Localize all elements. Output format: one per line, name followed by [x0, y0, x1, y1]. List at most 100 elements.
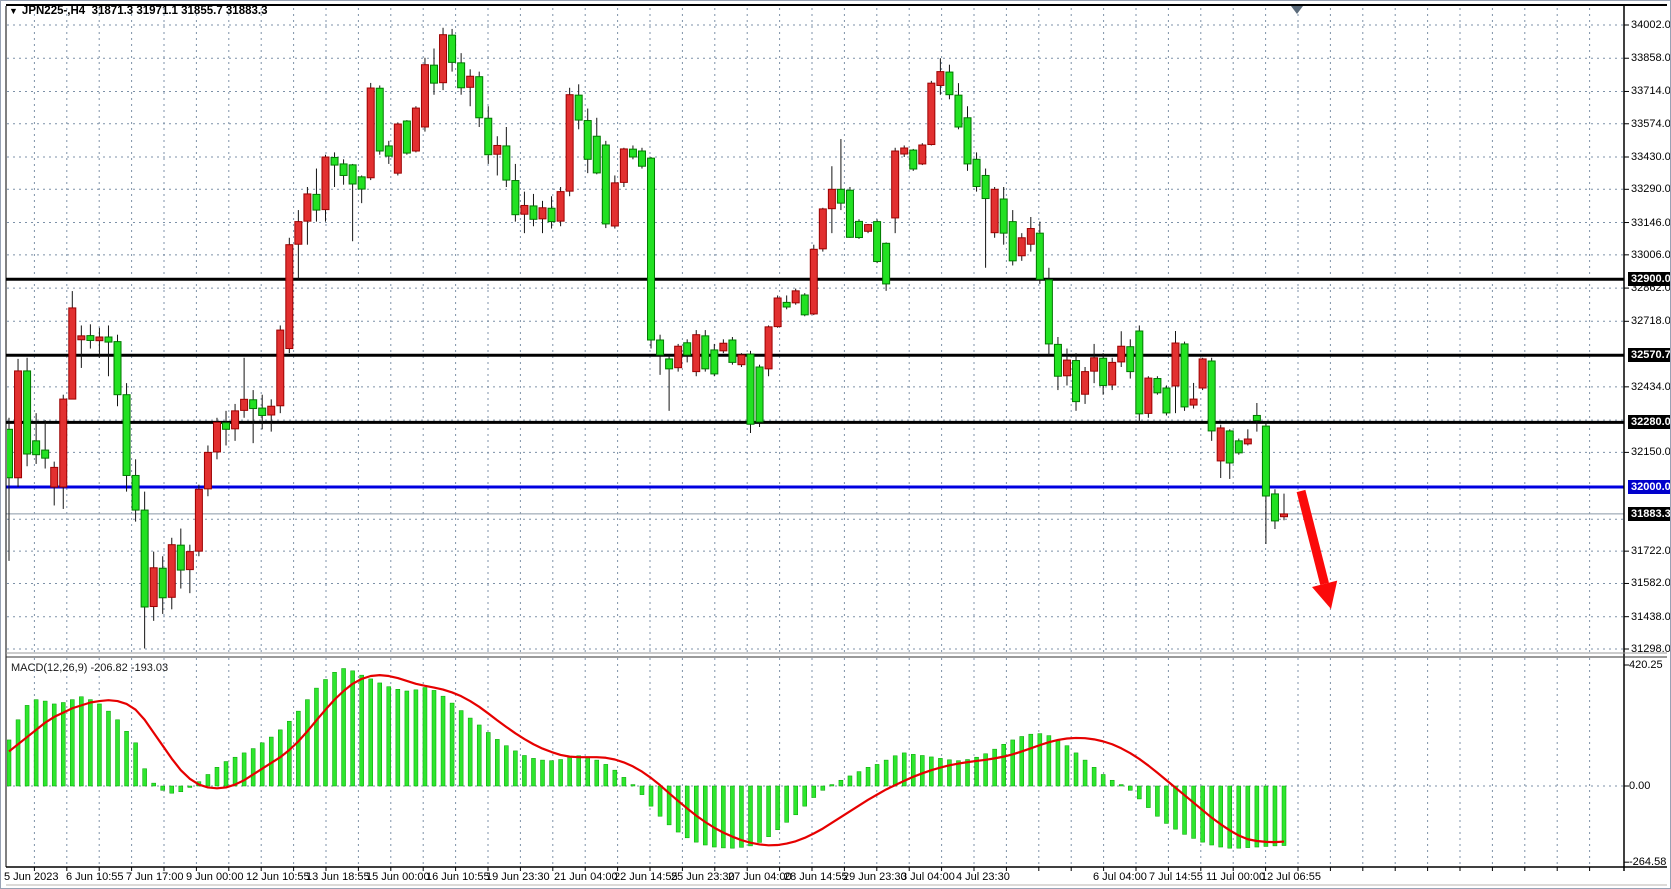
- chart-shift-marker-icon[interactable]: [1291, 6, 1303, 14]
- time-axis-label: 22 Jun 14:55: [614, 871, 678, 883]
- macd-histogram-bar: [160, 785, 165, 791]
- macd-histogram-bar: [1254, 785, 1260, 848]
- time-axis-label: 6 Jul 04:00: [1093, 871, 1147, 883]
- candle-body-bear: [1072, 360, 1081, 403]
- candle-body-bear: [104, 336, 113, 343]
- macd-histogram-bar: [920, 755, 925, 787]
- candle-body-bull: [1108, 361, 1117, 386]
- candle-body-bear: [1270, 493, 1279, 522]
- candle-body-bear: [176, 544, 185, 571]
- candle-body-bull: [918, 144, 927, 165]
- macd-histogram-bar: [603, 764, 609, 787]
- down-trend-arrow-head[interactable]: [1311, 580, 1338, 609]
- candle-body-bear: [836, 188, 845, 204]
- time-axis-label: 27 Jun 04:00: [728, 871, 792, 883]
- candle-body-bull: [520, 204, 529, 215]
- candle-body-bull: [95, 336, 104, 342]
- macd-histogram-bar: [386, 686, 392, 787]
- candle-body-bull: [619, 148, 628, 183]
- candle-body-bear: [448, 34, 457, 63]
- macd-histogram-bar: [730, 785, 735, 849]
- macd-histogram-bar: [1137, 785, 1142, 800]
- candle-body-bull: [565, 94, 574, 192]
- macd-histogram-bar: [214, 767, 220, 787]
- time-axis-label: 12 Jul 06:55: [1261, 871, 1321, 883]
- candle-body-bear: [384, 145, 393, 157]
- time-axis-label: 29 Jun 23:30: [843, 871, 907, 883]
- down-trend-arrow-shaft[interactable]: [1296, 489, 1329, 585]
- candle-body-bear: [1008, 221, 1017, 262]
- chart-header: ▼ JPN225-,H4 31871.3 31971.1 31855.7 3188…: [9, 5, 267, 17]
- candle-body-bear: [502, 145, 511, 181]
- candle-body-bull: [14, 370, 23, 479]
- candle-body-bear: [963, 117, 972, 165]
- macd-histogram-bar: [97, 703, 102, 787]
- candle-body-bull: [1171, 342, 1180, 387]
- candle-body-bull: [1062, 359, 1071, 377]
- candle-body-bear: [484, 117, 493, 156]
- macd-histogram-bar: [1281, 785, 1287, 846]
- candle-body-bear: [402, 120, 411, 154]
- candle-body-bear: [972, 158, 981, 188]
- macd-histogram-bar: [133, 742, 138, 787]
- macd-histogram-bar: [486, 732, 491, 787]
- candle-body-bear: [258, 407, 267, 416]
- macd-histogram-bar: [314, 687, 319, 787]
- time-axis-label: 3 Jul 04:00: [901, 871, 955, 883]
- candle-body-bull: [231, 410, 240, 430]
- price-axis-label: 33574.0: [1631, 117, 1671, 130]
- macd-histogram-bar: [856, 771, 862, 787]
- candle-body-bear: [628, 148, 637, 158]
- price-axis-label: 33290.0: [1631, 183, 1671, 196]
- macd-histogram-bar: [648, 785, 654, 807]
- candles-group: [7, 27, 1288, 649]
- symbol-dropdown-icon[interactable]: ▼: [9, 6, 18, 16]
- macd-histogram-bar: [124, 731, 129, 787]
- line-price-badge: 32570.7: [1628, 348, 1670, 363]
- candle-body-bear: [683, 342, 692, 356]
- time-axis-label: 25 Jun 23:30: [671, 871, 735, 883]
- price-axis-label: 33430.0: [1631, 151, 1671, 163]
- macd-histogram-bar: [766, 785, 771, 837]
- candle-body-bear: [339, 163, 348, 176]
- candle-body-bear: [782, 301, 791, 308]
- candle-body-bull: [719, 342, 728, 352]
- candle-body-bull: [294, 221, 303, 245]
- macd-histogram-bar: [784, 785, 789, 823]
- macd-histogram-bar: [838, 779, 844, 787]
- candle-body-bull: [773, 297, 782, 328]
- candle-body-bull: [538, 207, 547, 220]
- macd-histogram-bar: [467, 717, 473, 787]
- macd-histogram-bar: [1028, 733, 1034, 787]
- macd-histogram-bar: [675, 785, 681, 833]
- macd-histogram-bar: [865, 767, 871, 787]
- macd-histogram-bar: [522, 755, 527, 787]
- macd-histogram-bar: [205, 774, 211, 787]
- macd-histogram-bar: [1146, 785, 1151, 808]
- macd-histogram-bar: [1200, 785, 1205, 843]
- symbol-timeframe-label: JPN225-,H4: [21, 5, 86, 17]
- macd-histogram-bar: [178, 785, 184, 793]
- candle-body-bull: [420, 64, 429, 128]
- macd-signal-line: [8, 674, 1285, 847]
- candle-body-bull: [50, 466, 59, 488]
- line-price-badge: 32000.0: [1628, 480, 1670, 494]
- macd-histogram-bar: [296, 710, 301, 787]
- macd-histogram-bar: [558, 759, 563, 787]
- candle-body-bear: [113, 341, 122, 396]
- candle-body-bear: [312, 193, 321, 211]
- candle-body-bull: [818, 208, 827, 250]
- candle-body-bear: [999, 198, 1008, 234]
- candle-body-bull: [493, 144, 502, 155]
- macd-histogram-bar: [911, 754, 916, 787]
- candle-body-bear: [1035, 232, 1044, 280]
- macd-histogram-bar: [594, 759, 600, 787]
- candle-body-bull: [212, 421, 221, 453]
- candle-body-bull: [411, 107, 420, 152]
- macd-histogram-bar: [504, 745, 509, 787]
- macd-group: [7, 668, 1287, 849]
- candle-body-bear: [375, 87, 384, 152]
- candle-body-bear: [357, 176, 366, 190]
